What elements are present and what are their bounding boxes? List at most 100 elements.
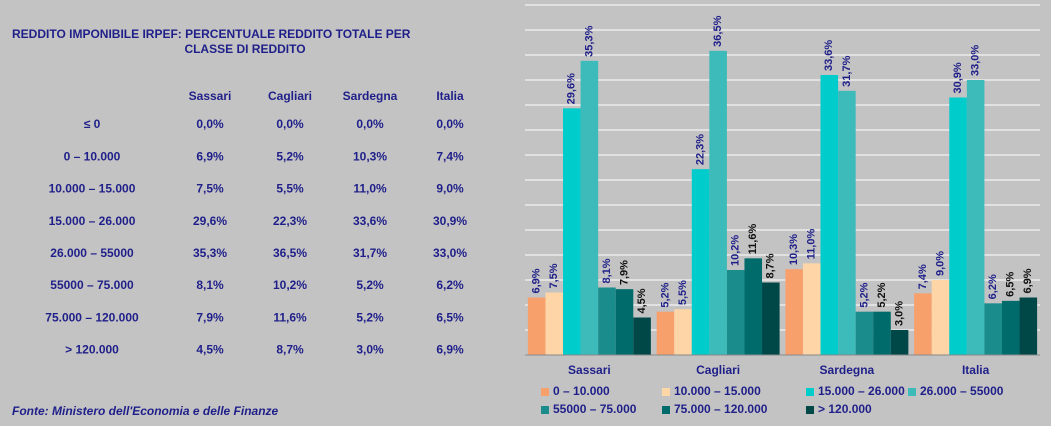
table-header: Sassari [189,89,232,103]
legend-swatch [662,388,670,396]
data-label: 10,2% [730,235,742,266]
table-cell: 0,0% [196,117,224,131]
table-title: CLASSE DI REDDITO [184,42,305,56]
data-label: 9,0% [934,251,946,276]
row-label: 75.000 – 120.000 [45,310,139,324]
data-label: 5,2% [876,282,888,307]
data-label: 7,9% [618,260,630,285]
table-cell: 7,9% [196,310,224,324]
table-cell: 0,0% [276,117,304,131]
table-header: Cagliari [268,89,312,103]
table-cell: 31,7% [353,246,387,260]
data-label: 5,2% [858,282,870,307]
row-label: 26.000 – 55000 [50,246,134,260]
data-label: 36,5% [712,15,724,46]
table-header: Italia [436,89,464,103]
table-cell: 6,5% [436,310,464,324]
bar [709,50,727,355]
legend-swatch [806,388,814,396]
table-cell: 5,2% [356,278,384,292]
legend-swatch [541,406,549,414]
legend-swatch [662,406,670,414]
data-label: 30,9% [952,62,964,93]
bar [563,108,581,355]
data-label: 5,2% [659,282,671,307]
bar [1019,297,1038,355]
table-title: REDDITO IMPONIBILE IRPEF: PERCENTUALE RE… [12,27,411,41]
legend-swatch [541,388,549,396]
table-cell: 4,5% [196,343,224,357]
source: Fonte: Ministero dell'Economia e delle F… [12,404,279,418]
table-cell: 29,6% [193,214,227,228]
table-cell: 5,2% [276,149,304,163]
x-tick-label: Italia [962,363,990,377]
bar [855,311,874,355]
table-header: Sardegna [343,89,398,103]
table-cell: 0,0% [436,117,464,131]
data-label: 11,6% [747,224,759,255]
bar [691,169,710,355]
data-label: 5,5% [677,280,689,305]
legend-label: 75.000 – 120.000 [674,402,768,416]
bar [949,97,967,355]
data-label: 7,4% [917,264,929,289]
bar [545,292,564,355]
bar [890,330,909,355]
table-cell: 0,0% [356,117,384,131]
data-label: 6,2% [987,274,999,299]
row-label: 55000 – 75.000 [50,278,134,292]
row-label: ≤ 0 [84,117,101,131]
table-cell: 10,3% [353,149,387,163]
data-label: 6,5% [1005,272,1017,297]
bar [580,60,599,355]
table-cell: 10,2% [273,278,307,292]
legend-label: 10.000 – 15.000 [674,384,761,398]
table-cell: 22,3% [273,214,307,228]
table-cell: 6,9% [196,149,224,163]
table-cell: 6,9% [436,343,464,357]
legend-label: 0 – 10.000 [553,384,610,398]
row-label: > 120.000 [65,343,119,357]
data-label: 22,3% [694,134,706,165]
data-label: 35,3% [583,25,595,56]
bar [802,263,821,355]
bar [656,311,675,355]
bar [984,303,1002,355]
data-label: 29,6% [566,73,578,104]
table-cell: 30,9% [433,214,467,228]
table-cell: 35,3% [193,246,227,260]
bar [820,75,839,355]
data-label: 8,1% [601,258,613,283]
bar [914,293,932,355]
bar [931,280,950,355]
data-label: 10,3% [788,234,800,265]
data-label: 33,0% [970,45,982,76]
legend-label: 55000 – 75.000 [553,402,637,416]
data-label: 6,9% [531,268,543,293]
bar [527,297,546,355]
table-cell: 9,0% [436,182,464,196]
row-label: 0 – 10.000 [64,149,121,163]
bar [838,90,856,355]
data-label: 3,0% [893,301,905,326]
table-cell: 11,6% [273,310,307,324]
bar [674,309,692,355]
bar [598,287,616,355]
row-label: 10.000 – 15.000 [49,182,136,196]
bar [726,270,745,355]
legend-swatch [806,406,814,414]
table-cell: 5,2% [356,310,384,324]
bar [785,269,803,355]
legend-label: > 120.000 [818,402,872,416]
table-cell: 8,7% [276,343,304,357]
table-cell: 7,5% [196,182,224,196]
bar [762,282,780,355]
table-cell: 36,5% [273,246,307,260]
table-cell: 6,2% [436,278,464,292]
table-cell: 11,0% [353,182,387,196]
bar [633,317,651,355]
table-cell: 7,4% [436,149,464,163]
bar [744,258,763,355]
legend-label: 26.000 – 55000 [920,384,1004,398]
